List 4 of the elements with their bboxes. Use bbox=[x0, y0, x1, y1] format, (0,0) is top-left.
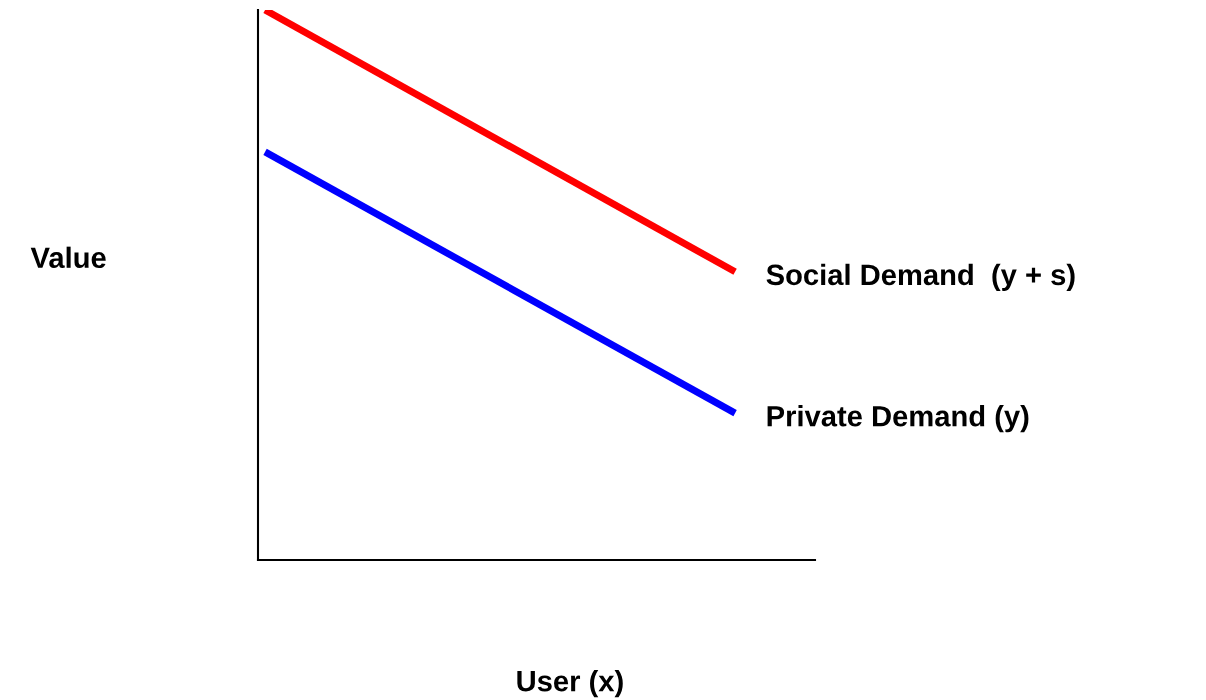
series-label: Social Demand (y + s) bbox=[766, 263, 1075, 291]
y-axis-title: Value bbox=[30, 246, 106, 269]
series-label: Private Demand (y) bbox=[767, 405, 1029, 433]
x-axis-title: User (x) bbox=[517, 670, 623, 698]
